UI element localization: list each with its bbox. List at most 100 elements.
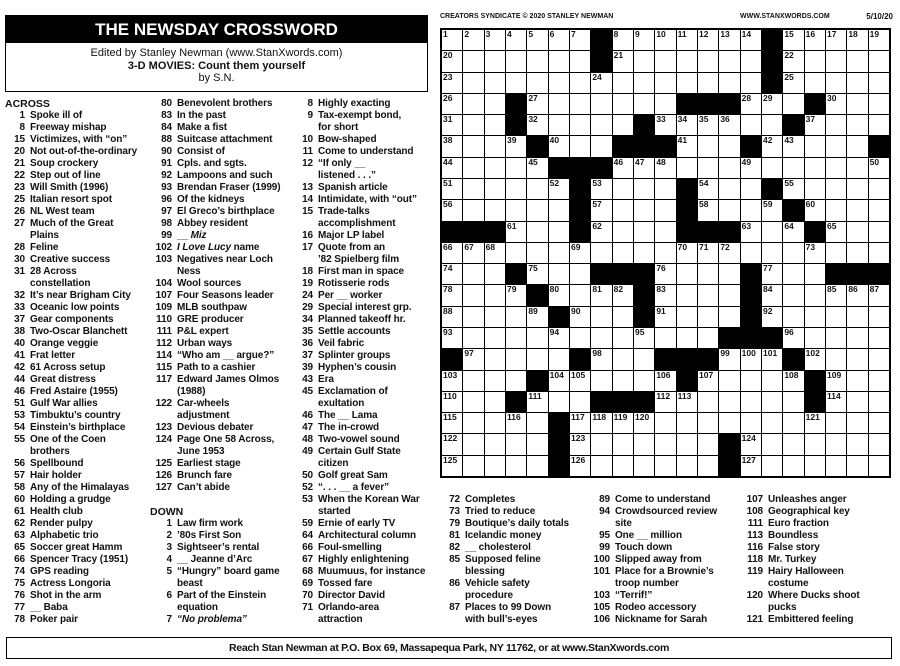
cell-number: 67 <box>464 241 474 252</box>
clue: 11 Come to understand <box>296 146 425 158</box>
cell-number: 63 <box>741 220 752 231</box>
black-square <box>783 349 804 370</box>
clue: 65 Soccer great Hamm <box>5 542 137 554</box>
cell-number: 26 <box>443 92 453 103</box>
clue-number: 107 <box>746 494 763 505</box>
clue: 85 Supposed feline blessing <box>440 554 569 578</box>
cell-number: 90 <box>571 305 581 316</box>
clue-number: 29 <box>302 302 313 313</box>
grid-cell: 104 <box>548 369 569 391</box>
clue-number: 57 <box>14 470 25 481</box>
clue-number: 32 <box>14 290 25 301</box>
clue-column-across-2: 80 Benevolent brothers 83 In the past 84 Make… <box>150 98 281 626</box>
clue: 55 One of the Coen brothers <box>5 434 137 458</box>
clue-text-main: Cpls. and sgts. <box>177 158 247 169</box>
spacer <box>150 494 281 506</box>
black-square <box>762 328 783 349</box>
grid-cell <box>698 136 719 157</box>
clue: 59 Ernie of early TV <box>296 518 425 530</box>
cell-number: 65 <box>827 220 837 231</box>
grid-cell <box>698 72 719 93</box>
clue-text: MLB southpaw <box>177 302 247 314</box>
clue-text-main: Health club <box>30 506 83 517</box>
cell-number: 105 <box>571 369 586 380</box>
cell-number: 54 <box>699 178 709 188</box>
clue-text-italic: I Love Lucy <box>177 242 231 253</box>
grid-cell: 36 <box>719 115 740 136</box>
clue-text: Mr. Turkey <box>768 554 816 566</box>
clue: 103 “Terrif!” <box>590 590 717 602</box>
grid-cell: 79 <box>506 285 527 306</box>
cell-number: 25 <box>784 71 794 82</box>
grid-cell <box>762 434 783 455</box>
clue-text-main: In the past <box>177 110 226 121</box>
grid-cell <box>740 391 761 413</box>
grid-cell <box>527 328 548 349</box>
clue-text-main: One __ million <box>615 530 682 541</box>
black-square <box>612 391 633 413</box>
grid-cell <box>783 157 804 178</box>
clue: 87 Places to 99 Down with bull’s-eyes <box>440 602 569 626</box>
clue-text: False story <box>768 542 820 554</box>
clue-number: 104 <box>155 278 172 289</box>
cell-number: 66 <box>443 241 453 252</box>
grid-cell: 114 <box>826 391 847 413</box>
grid-cell <box>826 242 847 264</box>
clue-text-main: Can’t abide <box>177 482 230 493</box>
cell-number: 125 <box>443 454 458 465</box>
grid-cell <box>868 115 889 136</box>
black-square <box>570 179 591 200</box>
grid-cell: 27 <box>527 93 548 115</box>
grid-cell: 1 <box>442 30 463 51</box>
grid-cell <box>506 349 527 370</box>
grid-cell: 97 <box>463 349 484 370</box>
grid-cell <box>826 179 847 200</box>
grid-cell <box>484 157 505 178</box>
grid-cell: 75 <box>527 264 548 285</box>
cell-number: 69 <box>571 241 581 252</box>
website-credit: WWW.STANXWORDS.COM <box>740 13 830 20</box>
cell-number: 104 <box>549 369 564 380</box>
clue-text: “Terrif!” <box>615 590 652 602</box>
clue-number: 14 <box>302 194 313 205</box>
cell-number: 31 <box>443 114 453 125</box>
grid-cell: 43 <box>783 136 804 157</box>
black-square <box>740 264 761 285</box>
grid-cell: 54 <box>698 178 719 200</box>
footer-contact: Reach Stan Newman at P.O. Box 69, Massap… <box>6 637 892 659</box>
clue: 88 Suitcase attachment <box>150 134 281 146</box>
black-square <box>719 328 740 349</box>
clue-number: 10 <box>302 134 313 145</box>
grid-cell <box>612 349 633 370</box>
black-square <box>527 370 548 391</box>
clue-text-main: Hair holder <box>30 470 82 481</box>
clue-text: Special interest grp. <box>318 302 412 314</box>
grid-cell <box>612 370 633 391</box>
cell-number: 5 <box>528 29 534 39</box>
clue-number: 66 <box>14 554 25 565</box>
clue-text-main: Rodeo accessory <box>615 602 697 613</box>
grid-cell <box>719 413 740 434</box>
clue: 66 Foul-smelling <box>296 542 425 554</box>
grid-cell <box>868 434 889 455</box>
clue-text: Tossed fare <box>318 578 372 590</box>
grid-cell <box>740 200 761 221</box>
grid-cell: 4 <box>506 30 527 51</box>
cell-number: 76 <box>656 263 666 274</box>
clue-text-main: Of the kidneys <box>177 194 245 205</box>
clue-text-main: Quote from an ’82 Spielberg film <box>318 242 400 265</box>
grid-cell <box>548 221 569 242</box>
clue-text-main: Great distress <box>30 374 96 385</box>
clue-text-main: Bow-shaped <box>318 134 377 145</box>
clue: 99 __ Miz <box>150 230 281 242</box>
black-square <box>762 51 783 72</box>
clue: 42 61 Across setup <box>5 362 137 374</box>
clue-text-main: __ <box>177 230 191 241</box>
clue-text-main: Come to understand <box>615 494 711 505</box>
clue-text: Foul-smelling <box>318 542 382 554</box>
clue-number: 86 <box>449 578 460 589</box>
clue-text: One __ million <box>615 530 682 542</box>
grid-cell <box>719 51 740 72</box>
cell-number: 38 <box>443 135 453 146</box>
grid-cell <box>484 285 505 306</box>
